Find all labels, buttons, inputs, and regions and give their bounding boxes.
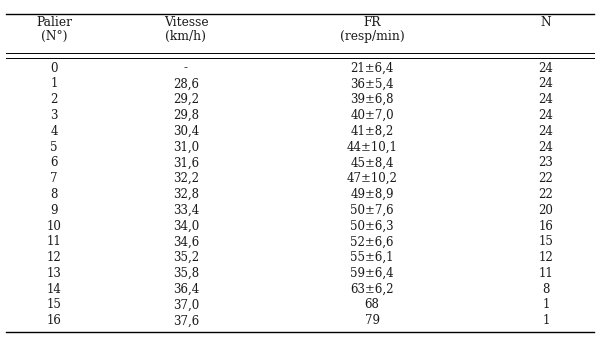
Text: 63±6,2: 63±6,2: [350, 283, 394, 296]
Text: 8: 8: [542, 283, 550, 296]
Text: 41±8,2: 41±8,2: [350, 125, 394, 138]
Text: 5: 5: [50, 141, 58, 154]
Text: FR: FR: [363, 16, 381, 29]
Text: (N°): (N°): [41, 30, 67, 43]
Text: 35,8: 35,8: [173, 267, 199, 280]
Text: 50±7,6: 50±7,6: [350, 204, 394, 217]
Text: Palier: Palier: [36, 16, 72, 29]
Text: 24: 24: [539, 62, 553, 75]
Text: 16: 16: [47, 314, 61, 327]
Text: N: N: [541, 16, 551, 29]
Text: 3: 3: [50, 109, 58, 122]
Text: 36,4: 36,4: [173, 283, 199, 296]
Text: Vitesse: Vitesse: [164, 16, 208, 29]
Text: 7: 7: [50, 172, 58, 185]
Text: 21±6,4: 21±6,4: [350, 62, 394, 75]
Text: 6: 6: [50, 156, 58, 169]
Text: 12: 12: [47, 251, 61, 264]
Text: 32,8: 32,8: [173, 188, 199, 201]
Text: 36±5,4: 36±5,4: [350, 77, 394, 90]
Text: 22: 22: [539, 172, 553, 185]
Text: 35,2: 35,2: [173, 251, 199, 264]
Text: 24: 24: [539, 109, 553, 122]
Text: 1: 1: [542, 299, 550, 312]
Text: 49±8,9: 49±8,9: [350, 188, 394, 201]
Text: 52±6,6: 52±6,6: [350, 235, 394, 248]
Text: 40±7,0: 40±7,0: [350, 109, 394, 122]
Text: 16: 16: [539, 220, 553, 233]
Text: 34,6: 34,6: [173, 235, 199, 248]
Text: 15: 15: [47, 299, 61, 312]
Text: -: -: [184, 62, 188, 75]
Text: (resp/min): (resp/min): [340, 30, 404, 43]
Text: 12: 12: [539, 251, 553, 264]
Text: 20: 20: [539, 204, 553, 217]
Text: 28,6: 28,6: [173, 77, 199, 90]
Text: 11: 11: [47, 235, 61, 248]
Text: 47±10,2: 47±10,2: [347, 172, 397, 185]
Text: 79: 79: [365, 314, 380, 327]
Text: 33,4: 33,4: [173, 204, 199, 217]
Text: 31,0: 31,0: [173, 141, 199, 154]
Text: 0: 0: [50, 62, 58, 75]
Text: 29,2: 29,2: [173, 93, 199, 106]
Text: 59±6,4: 59±6,4: [350, 267, 394, 280]
Text: 31,6: 31,6: [173, 156, 199, 169]
Text: (km/h): (km/h): [166, 30, 206, 43]
Text: 68: 68: [365, 299, 379, 312]
Text: 34,0: 34,0: [173, 220, 199, 233]
Text: 14: 14: [47, 283, 61, 296]
Text: 45±8,4: 45±8,4: [350, 156, 394, 169]
Text: 13: 13: [47, 267, 61, 280]
Text: 15: 15: [539, 235, 553, 248]
Text: 1: 1: [50, 77, 58, 90]
Text: 1: 1: [542, 314, 550, 327]
Text: 22: 22: [539, 188, 553, 201]
Text: 23: 23: [539, 156, 553, 169]
Text: 24: 24: [539, 77, 553, 90]
Text: 11: 11: [539, 267, 553, 280]
Text: 29,8: 29,8: [173, 109, 199, 122]
Text: 10: 10: [47, 220, 61, 233]
Text: 24: 24: [539, 125, 553, 138]
Text: 39±6,8: 39±6,8: [350, 93, 394, 106]
Text: 8: 8: [50, 188, 58, 201]
Text: 24: 24: [539, 141, 553, 154]
Text: 9: 9: [50, 204, 58, 217]
Text: 44±10,1: 44±10,1: [347, 141, 397, 154]
Text: 55±6,1: 55±6,1: [350, 251, 394, 264]
Text: 4: 4: [50, 125, 58, 138]
Text: 2: 2: [50, 93, 58, 106]
Text: 24: 24: [539, 93, 553, 106]
Text: 50±6,3: 50±6,3: [350, 220, 394, 233]
Text: 37,6: 37,6: [173, 314, 199, 327]
Text: 32,2: 32,2: [173, 172, 199, 185]
Text: 30,4: 30,4: [173, 125, 199, 138]
Text: 37,0: 37,0: [173, 299, 199, 312]
